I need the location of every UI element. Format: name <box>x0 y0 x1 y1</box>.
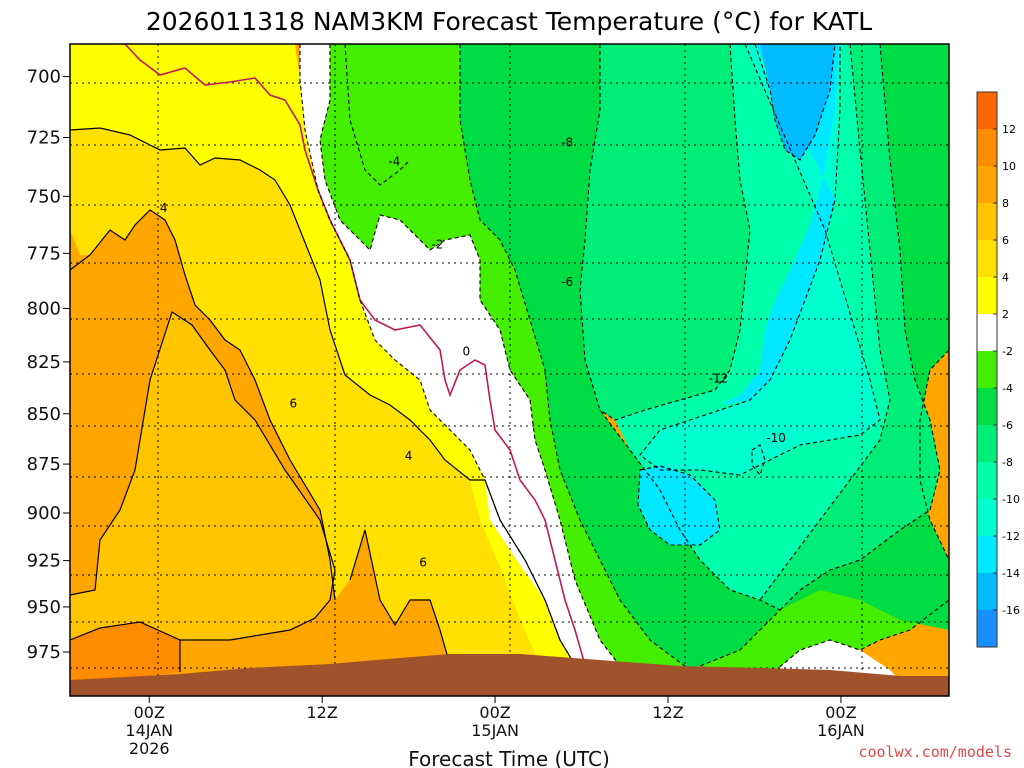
contour-label: 6 <box>290 397 298 411</box>
contour-labels: 4 6 4 6 0 -2 -4 -6 -8 -12 -10 <box>160 135 786 569</box>
colorbar-label: -10 <box>1002 493 1020 506</box>
yellow-band <box>70 44 575 665</box>
x-tick-label: 2026 <box>129 739 170 758</box>
x-tick-label: 00Z <box>825 703 856 722</box>
y-tick-label: 975 <box>27 642 61 663</box>
terrain <box>70 654 949 696</box>
y-tick-label: 950 <box>27 597 61 618</box>
colorbar-swatch <box>977 610 997 647</box>
x-tick-label: 00Z <box>134 703 165 722</box>
y-tick-label: 925 <box>27 551 61 572</box>
colorbar-label: -16 <box>1002 604 1020 617</box>
plot-border <box>69 43 950 697</box>
cold-8-region <box>580 44 750 420</box>
colorbar-swatch <box>977 92 997 129</box>
colorbar-label: -4 <box>1002 382 1013 395</box>
colorbar-swatch <box>977 166 997 203</box>
contour-label: -10 <box>766 431 786 445</box>
colorbar-label: -8 <box>1002 456 1013 469</box>
warm-6-region <box>70 312 335 640</box>
x-tick-label: 14JAN <box>125 721 173 740</box>
colorbar-swatch <box>977 499 997 536</box>
colorbar: 12 10 8 6 4 2 -2 -4 -6 -8 -10 -12 -14 -16 <box>976 91 1020 648</box>
colorbar-label: 12 <box>1002 123 1016 136</box>
colorbar-label: -14 <box>1002 567 1020 580</box>
y-axis: 700 725 750 775 800 825 850 875 900 925 950 975 <box>27 67 70 663</box>
colorbar-label: 4 <box>1002 271 1009 284</box>
contour-label: 4 <box>160 201 168 215</box>
colorbar-swatch <box>977 314 997 351</box>
cold-contours <box>299 43 950 676</box>
x-tick-label: 16JAN <box>817 721 865 740</box>
colorbar-label: 8 <box>1002 197 1009 210</box>
y-tick-label: 800 <box>27 298 61 319</box>
y-tick-label: 850 <box>27 404 61 425</box>
colorbar-swatch <box>977 425 997 462</box>
contour-label: -8 <box>561 135 573 149</box>
y-tick-label: 700 <box>27 67 61 88</box>
contour-label: -12 <box>709 372 729 386</box>
colorbar-swatch <box>977 573 997 610</box>
colorbar-label: -2 <box>1002 345 1013 358</box>
hot-core <box>70 622 180 685</box>
y-tick-label: 725 <box>27 128 61 149</box>
cold-6-region-right <box>780 44 949 630</box>
cold-8-region-right <box>760 44 940 610</box>
contour-label: 4 <box>405 449 413 463</box>
cold-4-region-right <box>690 590 949 675</box>
y-tick-label: 875 <box>27 454 61 475</box>
x-tick-label: 15JAN <box>471 721 519 740</box>
colorbar-swatch <box>977 277 997 314</box>
contour-label: -4 <box>388 154 400 168</box>
colorbar-frame <box>976 91 998 648</box>
cold-14-pocket <box>638 466 720 545</box>
colorbar-label: -6 <box>1002 419 1013 432</box>
x-tick-label: 12Z <box>307 703 338 722</box>
y-tick-label: 775 <box>27 243 61 264</box>
colorbar-swatch <box>977 462 997 499</box>
zero-contour <box>124 43 586 666</box>
cold-6-region <box>460 44 780 670</box>
cold-4-region <box>320 44 690 670</box>
colorbar-swatch <box>977 129 997 166</box>
colorbar-swatch <box>977 203 997 240</box>
contour-label: -2 <box>431 237 443 251</box>
colorbar-swatch <box>977 240 997 277</box>
y-tick-label: 900 <box>27 503 61 524</box>
y-tick-label: 750 <box>27 186 61 207</box>
contour-label: 6 <box>419 555 427 569</box>
colorbar-label: -12 <box>1002 530 1020 543</box>
x-axis-label: Forecast Time (UTC) <box>408 747 610 768</box>
colorbar-swatch <box>977 388 997 425</box>
colorbar-swatch <box>977 351 997 388</box>
contour-label: 0 <box>462 344 470 358</box>
colorbar-swatch <box>977 536 997 573</box>
x-tick-label: 00Z <box>479 703 510 722</box>
colorbar-label: 10 <box>1002 160 1016 173</box>
y-tick-label: 825 <box>27 352 61 373</box>
colorbar-label: 6 <box>1002 234 1009 247</box>
yellow-2-region <box>70 44 575 665</box>
credit-link[interactable]: coolwx.com/models <box>858 743 1012 761</box>
x-tick-label: 12Z <box>652 703 683 722</box>
chart-title: 2026011318 NAM3KM Forecast Temperature (… <box>146 7 872 36</box>
colorbar-label: 2 <box>1002 308 1009 321</box>
plot-area: 4 6 4 6 0 -2 -4 -6 -8 -12 -10 <box>69 43 950 697</box>
contour-label: -6 <box>561 275 573 289</box>
